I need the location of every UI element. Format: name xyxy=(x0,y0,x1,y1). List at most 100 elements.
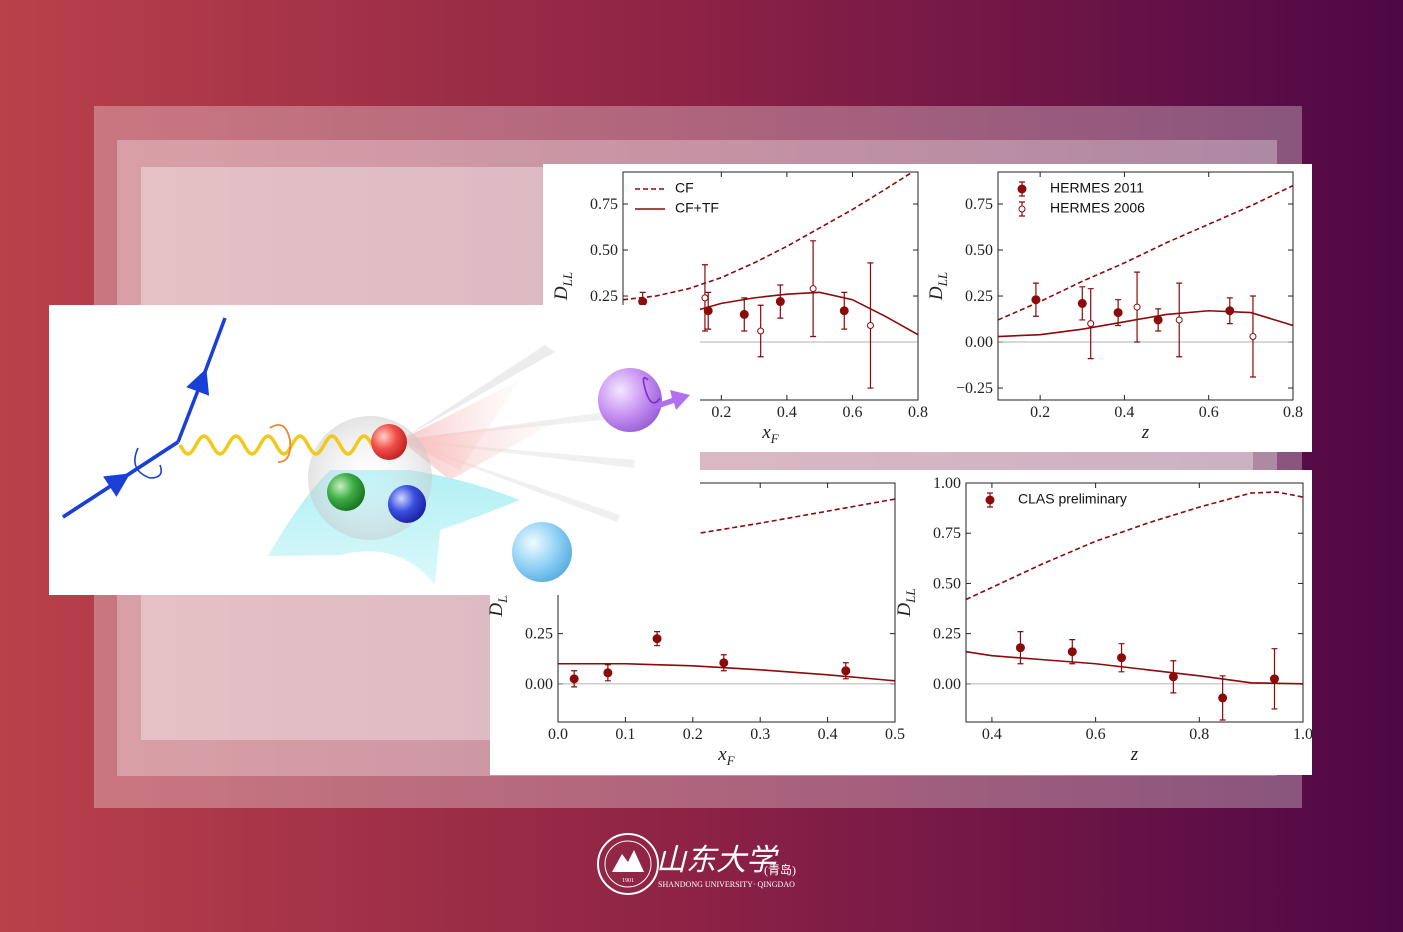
x-tick-label: 0.2 xyxy=(711,404,731,421)
emblem-inner xyxy=(604,840,652,888)
xlabel-label: z xyxy=(1141,422,1150,443)
data-point xyxy=(701,294,709,302)
data-point xyxy=(775,297,785,307)
y-tick-label: 1.00 xyxy=(933,475,961,492)
xlabel-label: z xyxy=(1130,744,1139,765)
data-point xyxy=(703,306,713,316)
plot-area xyxy=(558,498,895,688)
y-tick-label: 0.75 xyxy=(590,196,618,213)
legend-label: CF xyxy=(675,180,694,196)
plot-area xyxy=(966,491,1303,721)
x-tick-label: 1.0 xyxy=(1293,726,1313,743)
y-tick-label: 0.00 xyxy=(933,676,961,693)
y-tick-label: 0.00 xyxy=(965,334,993,351)
plot: 0.4 0.6 0.8 1.0 0.00 0.25 0.50 0.75 1.00 z DLL CLAS… xyxy=(894,475,1313,765)
emblem-year: 1901 xyxy=(622,878,634,884)
ylabel-base: D xyxy=(894,603,915,618)
logo: 1901 山东大学 (青岛) SHANDONG UNIVERSITY· QING… xyxy=(597,833,796,895)
x-tick-label: 0.2 xyxy=(1030,404,1050,421)
x-tick-label: 0.2 xyxy=(683,726,703,743)
xlabel-base: z xyxy=(1130,744,1139,765)
ylabel-base: D xyxy=(486,603,507,618)
x-tick-label: 0.8 xyxy=(1283,404,1303,421)
plot: 0.2 0.4 0.6 0.8 0.25 0.50 0.75 xF DLL CF CF+TF xyxy=(551,171,928,446)
diagram xyxy=(49,305,700,595)
data-point xyxy=(1175,316,1183,324)
axes-frame xyxy=(965,482,1304,723)
emblem-mountain xyxy=(612,850,644,872)
logo-name: 山东大学 xyxy=(656,844,779,877)
data-point xyxy=(1067,647,1077,657)
x-tick-label: 0.6 xyxy=(842,404,862,421)
ylabel-label: DLL xyxy=(551,272,575,301)
target-fragment xyxy=(512,522,572,582)
xlabel-sub: F xyxy=(726,753,736,768)
hyperon xyxy=(598,368,662,432)
x-tick-label: 0.3 xyxy=(750,726,770,743)
plot-area xyxy=(998,184,1293,378)
spin-curl xyxy=(134,447,163,479)
x-tick-label: 0.4 xyxy=(1114,404,1134,421)
xlabel-base: x xyxy=(717,744,727,765)
data-point xyxy=(1133,303,1141,311)
legend-label: HERMES 2006 xyxy=(1050,200,1145,216)
rays xyxy=(400,345,635,522)
curve xyxy=(623,172,912,301)
y-tick-label: 0.25 xyxy=(965,288,993,305)
curve xyxy=(692,498,895,536)
data-point xyxy=(841,666,851,676)
xlabel-sub: F xyxy=(770,431,780,446)
curve xyxy=(558,662,895,682)
quark-green xyxy=(327,473,365,511)
data-point xyxy=(1218,693,1228,703)
legend-marker xyxy=(1017,184,1027,194)
logo-english: SHANDONG UNIVERSITY· QINGDAO xyxy=(658,880,795,889)
struck-quark xyxy=(371,424,407,460)
curve xyxy=(998,309,1293,338)
y-tick-label: 0.25 xyxy=(590,288,618,305)
ylabel-base: D xyxy=(551,286,572,301)
data-point xyxy=(652,634,662,644)
legend-label: HERMES 2011 xyxy=(1050,180,1144,196)
xlabel-label: xF xyxy=(761,422,779,446)
data-point xyxy=(1168,672,1178,682)
ylabel-base: D xyxy=(926,286,947,301)
logo-campus: (青岛) xyxy=(764,862,796,877)
plot: 0.2 0.4 0.6 0.8 −0.25 0.00 0.25 0.50 0.75 z DLL HER… xyxy=(926,171,1303,443)
x-tick-label: 0.8 xyxy=(1189,726,1209,743)
y-tick-label: −0.25 xyxy=(956,380,993,397)
ylabel-sub: LL xyxy=(560,272,575,287)
data-point xyxy=(603,668,613,678)
y-tick-label: 0.50 xyxy=(590,242,618,259)
x-tick-label: 0.8 xyxy=(908,404,928,421)
legend-label: CLAS preliminary xyxy=(1018,491,1127,507)
data-point xyxy=(1015,643,1025,653)
curve xyxy=(966,491,1303,601)
curve xyxy=(998,184,1293,321)
y-tick-label: 0.50 xyxy=(965,242,993,259)
y-tick-label: 0.75 xyxy=(933,525,961,542)
data-point xyxy=(866,321,874,329)
ylabel-label: DLL xyxy=(894,588,918,617)
y-tick-label: 0.50 xyxy=(933,575,961,592)
data-point xyxy=(1225,306,1235,316)
xlabel-base: z xyxy=(1141,422,1150,443)
data-point xyxy=(1117,653,1127,663)
x-tick-label: 0.4 xyxy=(982,726,1002,743)
emblem-ring xyxy=(597,833,659,895)
data-point xyxy=(839,306,849,316)
x-tick-label: 0.4 xyxy=(818,726,838,743)
data-point xyxy=(809,285,817,293)
photon xyxy=(178,434,374,456)
axes-frame xyxy=(557,482,896,723)
polarization-arrow xyxy=(652,390,690,410)
y-tick-label: 0.25 xyxy=(933,626,961,643)
legend-marker xyxy=(985,495,995,505)
y-tick-label: 0.00 xyxy=(525,676,553,693)
x-tick-label: 0.6 xyxy=(1086,726,1106,743)
data-point xyxy=(757,327,765,335)
xlabel-base: x xyxy=(761,422,771,443)
